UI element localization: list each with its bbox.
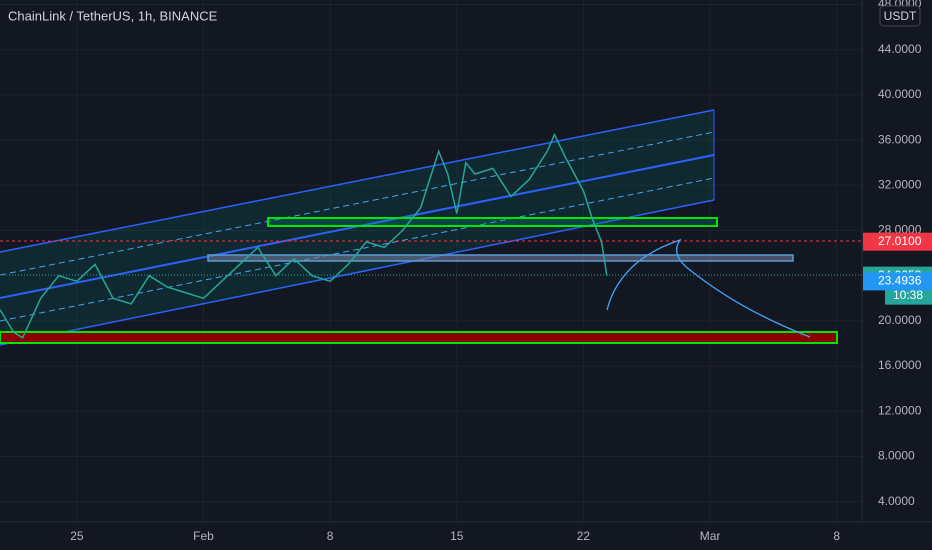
countdown: 10:38 [893, 288, 923, 302]
labels: 4.00008.000012.000016.000020.000028.0000… [70, 0, 932, 543]
x-tick-label: 8 [327, 529, 334, 543]
x-tick-label: Feb [193, 529, 214, 543]
y-tick-label: 12.0000 [878, 403, 922, 417]
countdown-tag [885, 286, 932, 305]
x-tick-label: 22 [577, 529, 591, 543]
y-tick-label: 4.0000 [878, 494, 915, 508]
currency-button[interactable] [879, 5, 921, 27]
price-line [0, 132, 608, 339]
plot [0, 132, 608, 339]
y-tick-label: 40.0000 [878, 87, 922, 101]
price-tag [863, 272, 932, 291]
price-tag [863, 232, 932, 251]
x-tick-label: Mar [700, 529, 721, 543]
channel-dash [0, 131, 715, 276]
price-tag-label: 23.4936 [878, 274, 922, 288]
x-tick-label: 8 [833, 529, 840, 543]
chart-title: ChainLink / TetherUS, 1h, BINANCE [8, 8, 218, 23]
y-tick-label: 20.0000 [878, 313, 922, 327]
channel-top [0, 109, 715, 253]
currency[interactable]: USDT [884, 9, 917, 23]
y-tick-label: 48.0000 [878, 0, 922, 11]
zone-rect [0, 331, 838, 344]
y-tick-label: 44.0000 [878, 42, 922, 56]
x-tick-label: 25 [70, 529, 84, 543]
y-tick-label: 16.0000 [878, 358, 922, 372]
y-tick-label: 32.0000 [878, 177, 922, 191]
zone-rect [207, 254, 794, 262]
x-tick-label: 15 [450, 529, 464, 543]
y-tick-label: 36.0000 [878, 132, 922, 146]
channel-dash [0, 177, 715, 322]
price-tag-label: 27.0100 [878, 234, 922, 248]
zone-rect [267, 217, 718, 227]
y-tick-label: 8.0000 [878, 449, 915, 463]
forecast-path [606, 238, 811, 338]
